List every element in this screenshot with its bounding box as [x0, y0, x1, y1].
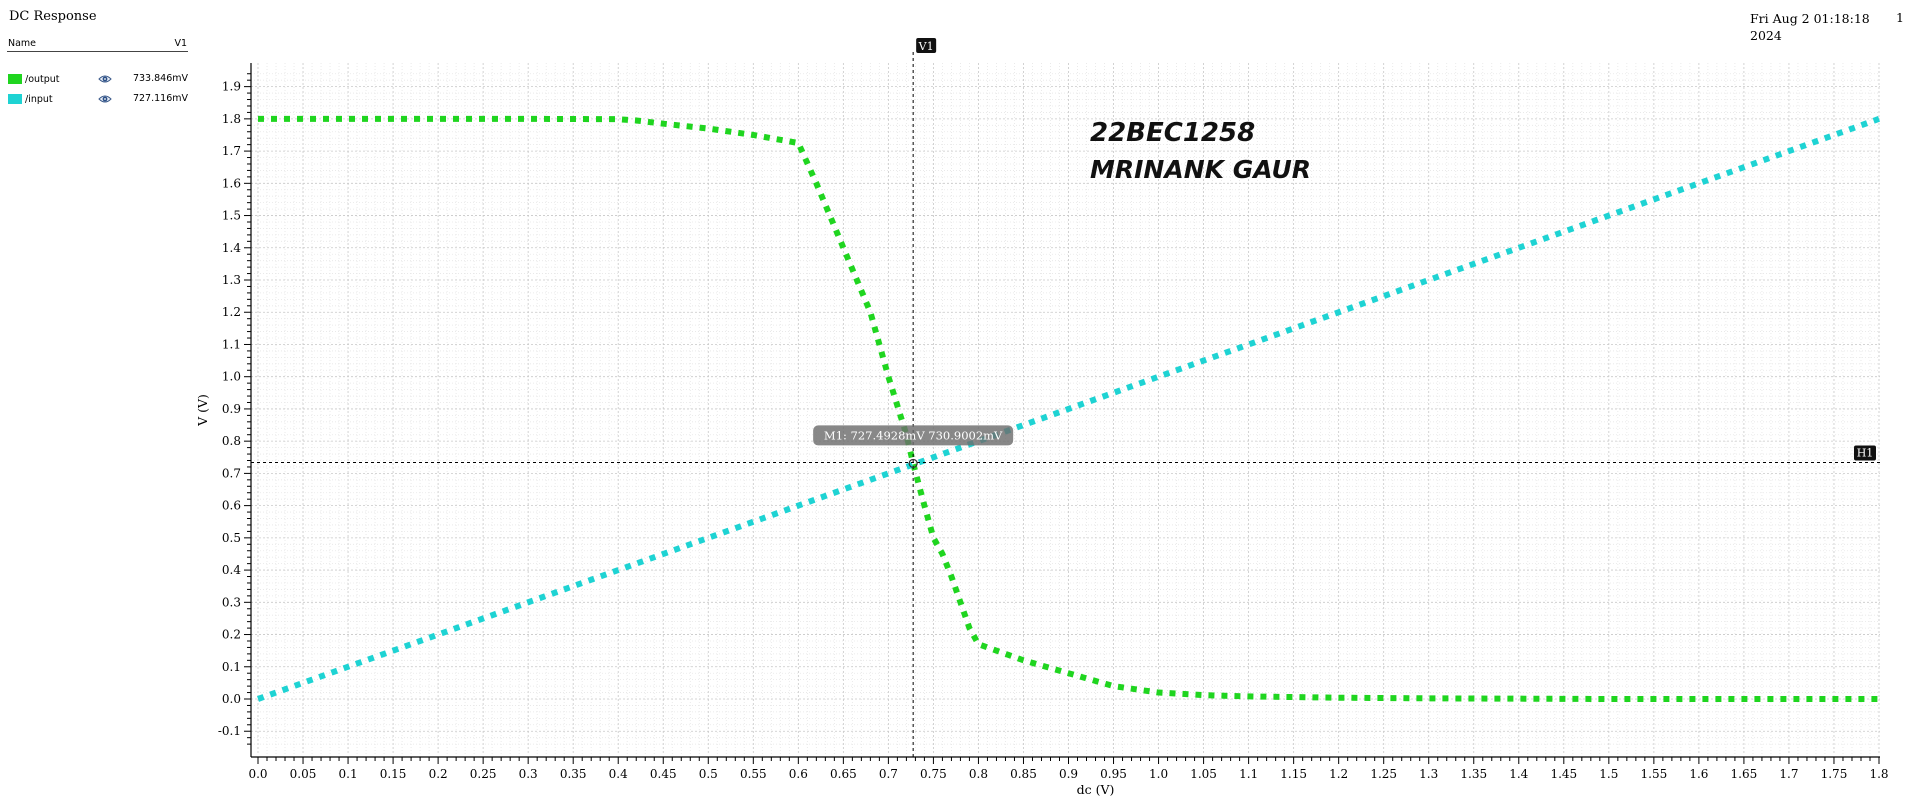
annotation-name: MRINANK GAUR	[1090, 155, 1311, 184]
x-tick-label: 1.1	[1239, 767, 1258, 781]
y-ticks: -0.1 0.0 0.1 0.2 0.3 0.4 0.5 0.6 0.7 0.8 0.9 1.0 1.1…	[218, 73, 251, 745]
horizontal-marker-badge[interactable]	[1854, 445, 1876, 461]
x-tick-label: 0.9	[1059, 767, 1078, 781]
signal-color-swatch	[8, 94, 22, 104]
x-tick-label: 1.7	[1779, 767, 1798, 781]
x-tick-label: 1.2	[1329, 767, 1348, 781]
timestamp-line1: Fri Aug 2 01:18:18	[1750, 11, 1870, 26]
y-tick-label: 0.2	[222, 628, 241, 642]
timestamp: Fri Aug 2 01:18:18 2024	[1750, 10, 1880, 44]
y-tick-label: 1.5	[222, 209, 241, 223]
y-tick-label: 1.4	[222, 241, 241, 255]
legend-row-input[interactable]: /input 727.116mV	[7, 90, 188, 110]
y-tick-label: 1.8	[222, 112, 241, 126]
x-tick-label: 0.05	[290, 767, 317, 781]
y-tick-label: 0.3	[222, 595, 241, 609]
x-tick-label: 1.5	[1599, 767, 1618, 781]
legend-header-name: Name	[8, 38, 37, 49]
y-tick-label: 0.0	[222, 692, 241, 706]
x-tick-label: 0.25	[470, 767, 497, 781]
x-tick-label: 1.25	[1370, 767, 1397, 781]
x-tick-label: 1.75	[1821, 767, 1848, 781]
eye-icon[interactable]	[98, 93, 112, 105]
signal-name: /input	[25, 94, 53, 105]
x-ticks: 0.0 0.05 0.1 0.15 0.2 0.25 0.3 0.35 0.4 0.45 0.5 0.…	[248, 757, 1889, 781]
y-tick-label: 0.9	[222, 402, 241, 416]
y-tick-label: 1.7	[222, 144, 241, 158]
series-line-output[interactable]	[258, 115, 1879, 702]
legend-header: Name V1	[7, 38, 188, 52]
point-marker[interactable]	[908, 458, 918, 469]
x-tick-label: 0.4	[609, 767, 628, 781]
x-tick-label: 0.15	[380, 767, 407, 781]
x-tick-label: 0.5	[699, 767, 718, 781]
x-tick-label: 1.3	[1419, 767, 1438, 781]
y-axis-label: V (V)	[195, 394, 210, 427]
x-tick-label: 0.1	[339, 767, 358, 781]
y-tick-label: 0.6	[222, 499, 241, 513]
x-axis-label: dc (V)	[1077, 782, 1115, 797]
x-tick-label: 1.55	[1641, 767, 1668, 781]
eye-icon[interactable]	[98, 73, 112, 85]
y-tick-label: 1.9	[222, 80, 241, 94]
signal-color-swatch	[8, 74, 22, 84]
x-tick-label: 0.0	[248, 767, 267, 781]
y-tick-label: 0.1	[222, 660, 241, 674]
y-tick-label: 1.0	[222, 370, 241, 384]
annotation-id: 22BEC1258	[1090, 118, 1255, 148]
y-tick-label: 1.3	[222, 273, 241, 287]
y-tick-label: 1.2	[222, 305, 241, 319]
point-marker-badge[interactable]	[813, 425, 1014, 446]
x-tick-label: 0.6	[789, 767, 808, 781]
signal-value: 733.846mV	[132, 73, 188, 84]
x-tick-label: 1.05	[1190, 767, 1217, 781]
page-number: 1	[1896, 10, 1904, 25]
signal-name: /output	[25, 74, 60, 85]
x-tick-label: 0.2	[429, 767, 448, 781]
x-tick-label: 0.55	[740, 767, 767, 781]
x-tick-label: 0.7	[879, 767, 898, 781]
x-tick-label: 1.35	[1460, 767, 1487, 781]
grid	[251, 63, 1880, 755]
x-tick-label: 0.45	[650, 767, 677, 781]
signal-legend: Name V1 /output 733.846mV /input 727.116…	[7, 38, 188, 110]
y-tick-label: 0.5	[222, 531, 241, 545]
x-tick-label: 1.45	[1550, 767, 1577, 781]
signal-value: 727.116mV	[132, 93, 188, 104]
x-tick-label: 0.75	[920, 767, 947, 781]
x-tick-label: 0.8	[969, 767, 988, 781]
x-tick-label: 1.65	[1731, 767, 1758, 781]
horizontal-marker-label: H1	[1857, 446, 1874, 459]
y-tick-label: -0.1	[218, 724, 241, 738]
legend-row-output[interactable]: /output 733.846mV	[7, 70, 188, 90]
x-tick-label: 1.0	[1149, 767, 1168, 781]
x-tick-label: 0.95	[1100, 767, 1127, 781]
x-tick-label: 1.8	[1869, 767, 1888, 781]
point-marker-label: M1: 727.4928mV 730.9002mV	[824, 428, 1003, 442]
y-tick-label: 1.6	[222, 176, 241, 190]
x-tick-label: 1.15	[1280, 767, 1307, 781]
series-line-input[interactable]	[256, 116, 1881, 702]
y-tick-label: 0.7	[222, 466, 241, 480]
y-tick-label: 0.8	[222, 434, 241, 448]
x-tick-label: 0.3	[519, 767, 538, 781]
x-tick-label: 1.6	[1689, 767, 1708, 781]
x-tick-label: 0.85	[1010, 767, 1037, 781]
y-tick-label: 0.4	[222, 563, 241, 577]
x-tick-label: 1.4	[1509, 767, 1528, 781]
vertical-marker-badge[interactable]	[916, 38, 937, 53]
x-tick-label: 0.35	[560, 767, 587, 781]
legend-header-col: V1	[174, 38, 187, 49]
vertical-marker-label: V1	[918, 40, 934, 53]
y-tick-label: 1.1	[222, 337, 241, 351]
window-title: DC Response	[9, 9, 97, 24]
timestamp-line2: 2024	[1750, 28, 1782, 43]
x-tick-label: 0.65	[830, 767, 857, 781]
